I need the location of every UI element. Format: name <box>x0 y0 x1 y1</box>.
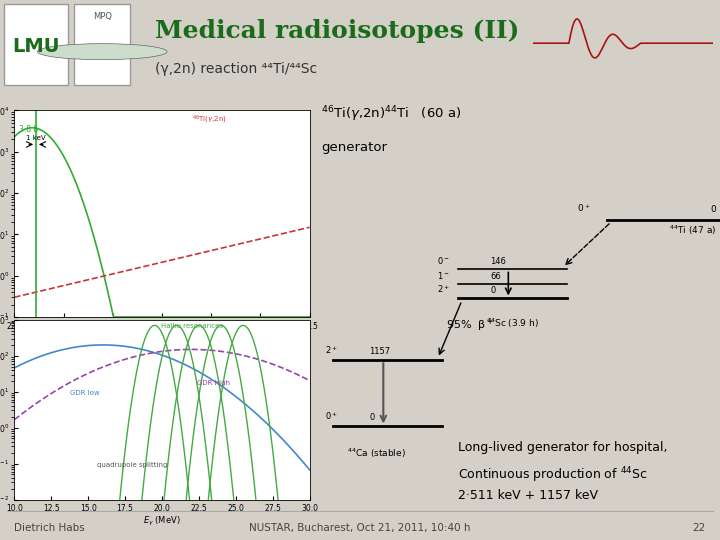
Text: quadrupole splitting: quadrupole splitting <box>97 462 168 468</box>
Text: 146: 146 <box>490 257 506 266</box>
Text: Continuous production of $^{44}$Sc: Continuous production of $^{44}$Sc <box>458 465 647 485</box>
Text: 0$^-$: 0$^-$ <box>437 255 450 266</box>
Text: 1$^-$: 1$^-$ <box>437 269 450 281</box>
Text: 66: 66 <box>490 272 501 281</box>
FancyBboxPatch shape <box>74 4 130 85</box>
Text: 2·511 keV + 1157 keV: 2·511 keV + 1157 keV <box>458 489 598 502</box>
Text: $^{44}$Sc (3.9 h): $^{44}$Sc (3.9 h) <box>486 317 539 330</box>
X-axis label: $E_\gamma$ (MeV): $E_\gamma$ (MeV) <box>143 515 181 528</box>
Text: GDR low: GDR low <box>71 390 100 396</box>
Text: 0: 0 <box>710 205 716 214</box>
Text: $^{44}$Ti (47 a): $^{44}$Ti (47 a) <box>669 224 716 238</box>
Circle shape <box>37 44 167 60</box>
Text: LMU: LMU <box>12 37 60 56</box>
X-axis label: $E_\gamma$ (MeV): $E_\gamma$ (MeV) <box>143 332 181 345</box>
Text: 2$^+$: 2$^+$ <box>437 284 450 295</box>
Text: 22: 22 <box>693 523 706 533</box>
Text: 95%  β$^+$: 95% β$^+$ <box>446 317 494 334</box>
Text: GDR high: GDR high <box>197 380 230 386</box>
Text: 1157: 1157 <box>369 347 390 356</box>
Text: MPQ: MPQ <box>93 11 112 21</box>
Text: Dietrich Habs: Dietrich Habs <box>14 523 85 533</box>
FancyBboxPatch shape <box>4 4 68 85</box>
Text: Medical radioisotopes (II): Medical radioisotopes (II) <box>155 19 519 43</box>
Text: 3.8 b: 3.8 b <box>19 125 39 134</box>
Text: 0$^+$: 0$^+$ <box>325 410 338 422</box>
Text: 1 keV: 1 keV <box>26 135 46 141</box>
Text: 0$^+$: 0$^+$ <box>577 202 591 214</box>
Text: NUSTAR, Bucharest, Oct 21, 2011, 10:40 h: NUSTAR, Bucharest, Oct 21, 2011, 10:40 h <box>249 523 471 533</box>
Text: 0: 0 <box>369 413 374 422</box>
Text: 0: 0 <box>490 286 495 295</box>
Text: Long-lived generator for hospital,: Long-lived generator for hospital, <box>458 441 667 454</box>
Text: generator: generator <box>321 141 387 154</box>
Text: $^{46}$Ti($\gamma$,2n)$^{44}$Ti   (60 a): $^{46}$Ti($\gamma$,2n)$^{44}$Ti (60 a) <box>321 104 461 124</box>
Text: $^{44}$Ca (stable): $^{44}$Ca (stable) <box>347 447 406 461</box>
Text: 2$^+$: 2$^+$ <box>325 345 338 356</box>
Text: (γ,2n) reaction ⁴⁴Ti/⁴⁴Sc: (γ,2n) reaction ⁴⁴Ti/⁴⁴Sc <box>155 63 317 77</box>
Text: $^{46}$Ti($\gamma$,2n): $^{46}$Ti($\gamma$,2n) <box>192 113 226 126</box>
Text: Haiku resonances: Haiku resonances <box>161 323 222 329</box>
